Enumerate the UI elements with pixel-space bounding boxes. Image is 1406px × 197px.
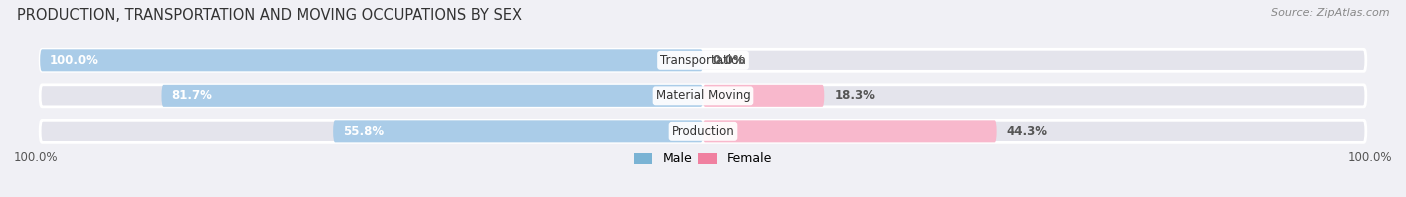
FancyBboxPatch shape [41,49,1365,71]
Text: 0.0%: 0.0% [713,54,745,67]
Text: 44.3%: 44.3% [1007,125,1047,138]
Text: Source: ZipAtlas.com: Source: ZipAtlas.com [1271,8,1389,18]
Text: Production: Production [672,125,734,138]
Text: 81.7%: 81.7% [172,89,212,102]
Text: 55.8%: 55.8% [343,125,384,138]
Text: Material Moving: Material Moving [655,89,751,102]
FancyBboxPatch shape [162,85,703,107]
Legend: Male, Female: Male, Female [628,147,778,170]
Text: PRODUCTION, TRANSPORTATION AND MOVING OCCUPATIONS BY SEX: PRODUCTION, TRANSPORTATION AND MOVING OC… [17,8,522,23]
Text: 100.0%: 100.0% [14,151,58,164]
FancyBboxPatch shape [41,120,1365,142]
Text: Transportation: Transportation [661,54,745,67]
Text: 100.0%: 100.0% [1348,151,1392,164]
Text: 18.3%: 18.3% [834,89,875,102]
FancyBboxPatch shape [41,49,703,71]
Text: 100.0%: 100.0% [51,54,98,67]
FancyBboxPatch shape [333,120,703,142]
FancyBboxPatch shape [703,120,997,142]
FancyBboxPatch shape [41,85,1365,107]
FancyBboxPatch shape [703,85,824,107]
